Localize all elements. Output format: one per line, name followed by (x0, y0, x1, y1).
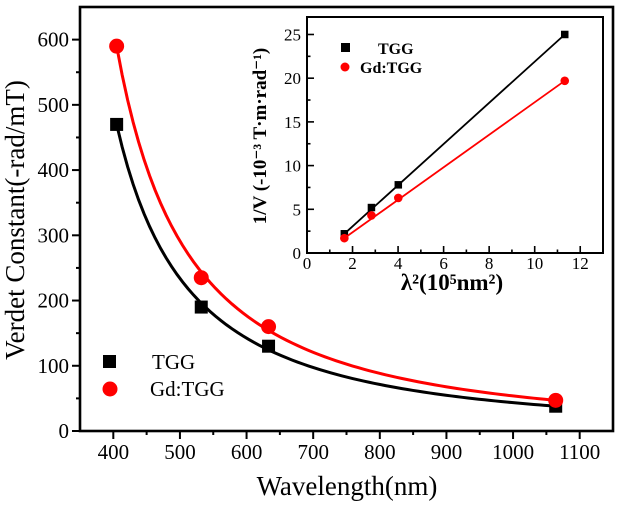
main-x-axis-title: Wavelength(nm) (257, 471, 438, 501)
inset-point-tgg-1 (367, 203, 376, 212)
main-x-tick-label-700: 700 (297, 440, 329, 464)
inset-x-axis-title: λ²(10⁵nm²) (401, 270, 503, 295)
main-x-tick-label-1000: 1000 (492, 440, 534, 464)
inset-y-tick-label-0: 0 (293, 244, 302, 263)
inset-y-tick-label-15: 15 (284, 113, 301, 132)
inset-legend: TGG Gd:TGG (340, 41, 423, 77)
inset-y-tick-label-5: 5 (293, 200, 302, 219)
inset-x-tick-label-8: 8 (485, 254, 494, 273)
main-x-tick-label-500: 500 (164, 440, 196, 464)
inset-fit-line-tgg (343, 33, 566, 235)
main-x-tick-label-400: 400 (98, 440, 130, 464)
inset-y-axis-title: 1/V (-10⁻³ T·m·rad⁻¹) (250, 48, 271, 224)
main-fit-line-tgg (115, 122, 558, 408)
inset-point-gd-tgg-2 (394, 193, 403, 203)
main-x-tick-label-1100: 1100 (559, 440, 600, 464)
main-y-tick-label-600: 600 (38, 28, 70, 52)
inset-x-tick-label-6: 6 (439, 254, 448, 273)
inset-point-tgg-2 (394, 181, 403, 189)
inset-legend-gdtgg-circle-marker (340, 62, 350, 72)
inset-legend-tgg-label: TGG (378, 41, 414, 58)
main-x-tick-label-900: 900 (431, 440, 463, 464)
inset-point-gd-tgg-0 (340, 233, 349, 243)
main-y-axis-title: Verdet Constant(-rad/mT) (0, 80, 30, 360)
main-x-tick-label-600: 600 (231, 440, 263, 464)
main-legend-tgg-label: TGG (152, 350, 195, 374)
main-legend-gdtgg-circle-marker (102, 381, 118, 397)
inset-x-tick-label-0: 0 (303, 254, 312, 273)
main-y-tick-label-0: 0 (59, 419, 70, 443)
main-point-tgg-1 (194, 300, 208, 314)
inset-point-gd-tgg-3 (560, 76, 570, 86)
inset-plot: 0 2 4 6 8 10 12 0 5 10 15 20 25 (284, 16, 604, 273)
inset-x-tick-label-4: 4 (394, 254, 403, 273)
inset-legend-tgg-square-marker (341, 43, 350, 52)
inset-x-tick-label-10: 10 (526, 254, 543, 273)
main-point-gd-tgg-2 (261, 319, 277, 335)
inset-y-tick-label-20: 20 (284, 69, 301, 88)
inset-fit-line-gd-tgg (343, 79, 566, 240)
inset-legend-gdtgg-label: Gd:TGG (360, 60, 423, 77)
main-fit-line-gd-tgg (115, 44, 558, 402)
inset-frame (306, 16, 604, 254)
main-y-tick-label-300: 300 (38, 223, 70, 247)
main-legend: TGG Gd:TGG (102, 350, 225, 401)
inset-y-tick-label-25: 25 (284, 25, 301, 44)
inset-point-tgg-0 (340, 230, 349, 238)
main-x-tick-label-800: 800 (364, 440, 396, 464)
main-plot: 400 500 600 700 800 900 1000 110001002003004005… (38, 5, 615, 464)
main-y-tick-label-100: 100 (38, 354, 70, 378)
main-point-tgg-0 (110, 117, 124, 131)
inset-x-tick-label-12: 12 (572, 254, 589, 273)
main-legend-gdtgg-label: Gd:TGG (150, 377, 225, 401)
main-y-tick-label-500: 500 (38, 93, 70, 117)
main-point-gd-tgg-3 (548, 392, 564, 408)
main-point-gd-tgg-0 (109, 38, 125, 54)
inset-point-gd-tgg-1 (367, 211, 376, 220)
main-y-tick-label-400: 400 (38, 158, 70, 182)
main-y-tick-label-200: 200 (38, 289, 70, 313)
inset-x-tick-label-2: 2 (348, 254, 357, 273)
inset-y-tick-label-10: 10 (284, 157, 301, 176)
inset-point-tgg-3 (560, 30, 569, 39)
main-point-tgg-2 (262, 339, 276, 353)
main-legend-tgg-square-marker (103, 355, 116, 368)
main-point-gd-tgg-1 (193, 270, 209, 286)
